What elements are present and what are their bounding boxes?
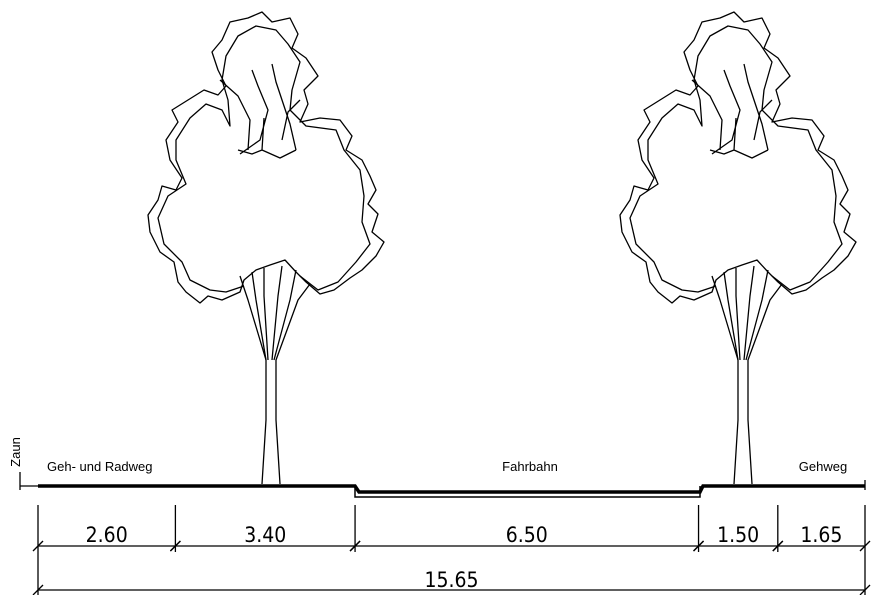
dim-label: 6.50 (506, 523, 548, 547)
dim-tick (693, 540, 705, 552)
fence-label: Zaun (8, 437, 23, 467)
tree (619, 11, 857, 485)
zone-label: Geh- und Radweg (47, 459, 153, 474)
zone-label: Fahrbahn (502, 459, 558, 474)
dim-tick (859, 584, 871, 595)
dim-label: 2.60 (86, 523, 128, 547)
dim-label: 3.40 (244, 523, 286, 547)
dim-label: 1.50 (717, 523, 759, 547)
ground (38, 480, 866, 498)
tree (147, 11, 385, 485)
dim-tick (772, 540, 784, 552)
dim-label: 1.65 (800, 523, 842, 547)
dimensions: 2.60 3.40 6.50 1.50 1.65 15.65 (32, 505, 871, 595)
dim-tick (859, 540, 871, 552)
zone-label: Gehweg (799, 459, 847, 474)
dim-tick (349, 540, 361, 552)
dim-total-label: 15.65 (424, 568, 478, 592)
dim-tick (169, 540, 181, 552)
dim-tick (32, 540, 44, 552)
dim-tick (32, 584, 44, 595)
